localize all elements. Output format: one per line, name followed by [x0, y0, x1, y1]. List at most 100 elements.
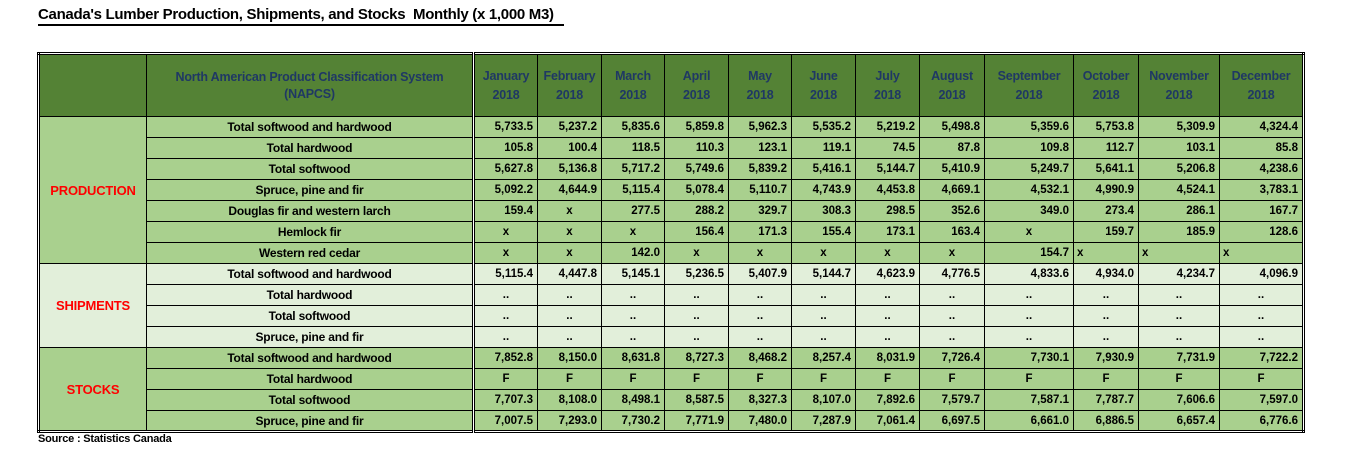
data-cell: 7,726.4: [919, 347, 985, 369]
table-row: Hemlock fir x x x 156.4 171.3 155.4 173.1 163.4 x…: [39, 221, 1304, 243]
data-cell: F: [1073, 368, 1139, 390]
data-cell: 7,771.9: [664, 410, 729, 432]
month-year: 2018: [1092, 87, 1120, 102]
data-cell: ..: [728, 284, 792, 306]
data-cell: 5,115.4: [601, 179, 665, 201]
data-cell: ..: [664, 326, 729, 348]
data-cell: ..: [919, 326, 985, 348]
data-cell: 5,219.2: [855, 116, 920, 138]
row-label: Hemlock fir: [146, 221, 474, 243]
row-label: Total hardwood: [146, 284, 474, 306]
data-cell: 273.4: [1073, 200, 1139, 222]
data-cell: 128.6: [1219, 221, 1304, 243]
data-cell: 5,145.1: [601, 263, 665, 285]
data-cell: ..: [1073, 326, 1139, 348]
month-year: 2018: [746, 87, 774, 102]
month-name: February: [543, 68, 596, 83]
data-cell: ..: [664, 305, 729, 327]
table-row: Total hardwood........................: [39, 284, 1304, 306]
row-label: Douglas fir and western larch: [146, 200, 474, 222]
month-year: 2018: [1165, 87, 1193, 102]
data-cell: 154.7: [984, 242, 1074, 264]
data-cell: 5,733.5: [472, 116, 538, 138]
data-cell: 119.1: [791, 137, 856, 159]
data-cell: 142.0: [601, 242, 665, 264]
data-cell: 4,524.1: [1138, 179, 1220, 201]
data-cell: ..: [984, 284, 1074, 306]
data-cell: 7,730.2: [601, 410, 665, 432]
data-cell: 8,631.8: [601, 347, 665, 369]
data-cell: 163.4: [919, 221, 985, 243]
month-year: 2018: [555, 87, 583, 102]
data-cell: 5,236.5: [664, 263, 729, 285]
data-cell: 5,627.8: [472, 158, 538, 180]
data-cell: ..: [601, 284, 665, 306]
data-cell: ..: [1138, 305, 1220, 327]
data-cell: 123.1: [728, 137, 792, 159]
data-cell: 171.3: [728, 221, 792, 243]
data-cell: x: [855, 242, 920, 264]
data-cell: 7,287.9: [791, 410, 856, 432]
row-label: Total softwood: [146, 305, 474, 327]
data-cell: F: [601, 368, 665, 390]
data-cell: 5,144.7: [855, 158, 920, 180]
data-cell: 100.4: [537, 137, 602, 159]
data-cell: 8,108.0: [537, 389, 602, 411]
data-cell: ..: [919, 284, 985, 306]
data-cell: 5,410.9: [919, 158, 985, 180]
section-label-production: PRODUCTION: [38, 116, 147, 264]
napcs-header: North American Product Classification Sy…: [146, 53, 474, 117]
month-header-july: July 2018: [855, 53, 920, 117]
month-name: March: [615, 68, 651, 83]
data-cell: 349.0: [984, 200, 1074, 222]
table-row: STOCKS Total softwood and hardwood 7,852.8…: [38, 347, 1304, 432]
data-cell: ..: [728, 305, 792, 327]
data-cell: 286.1: [1138, 200, 1220, 222]
table-row: Total hardwood 105.8 100.4 118.5 110.3 123.1 1…: [39, 137, 1304, 159]
data-cell: ..: [1138, 284, 1220, 306]
data-cell: ..: [855, 326, 920, 348]
month-year: 2018: [1247, 87, 1275, 102]
data-cell: 5,110.7: [728, 179, 792, 201]
data-cell: F: [472, 368, 538, 390]
lumber-data-table: North American Product Classification Sy…: [37, 52, 1305, 433]
data-cell: 4,453.8: [855, 179, 920, 201]
data-cell: ..: [855, 284, 920, 306]
month-name: July: [875, 68, 900, 83]
data-cell: ..: [537, 305, 602, 327]
data-cell: x: [664, 242, 729, 264]
data-cell: ..: [1219, 305, 1304, 327]
data-cell: 7,579.7: [919, 389, 985, 411]
data-cell: 8,257.4: [791, 347, 856, 369]
data-cell: F: [791, 368, 856, 390]
data-cell: 5,078.4: [664, 179, 729, 201]
data-cell: 5,717.2: [601, 158, 665, 180]
month-year: 2018: [809, 87, 837, 102]
data-cell: 5,092.2: [472, 179, 538, 201]
data-cell: 7,730.1: [984, 347, 1074, 369]
section-label-shipments: SHIPMENTS: [38, 263, 147, 348]
data-cell: 6,697.5: [919, 410, 985, 432]
table-row: Total softwood........................: [39, 305, 1304, 327]
data-cell: F: [664, 368, 729, 390]
data-cell: 5,962.3: [728, 116, 792, 138]
data-cell: 7,606.6: [1138, 389, 1220, 411]
data-cell: 6,661.0: [984, 410, 1074, 432]
row-label: Total softwood: [146, 389, 474, 411]
data-cell: 4,447.8: [537, 263, 602, 285]
data-cell: 4,776.5: [919, 263, 985, 285]
month-year: 2018: [873, 87, 901, 102]
month-year: 2018: [619, 87, 647, 102]
data-cell: ..: [1138, 326, 1220, 348]
data-cell: ..: [472, 305, 538, 327]
month-header-april: April 2018: [664, 53, 729, 117]
data-cell: ..: [664, 284, 729, 306]
data-cell: 308.3: [791, 200, 856, 222]
month-header-october: October 2018: [1073, 53, 1139, 117]
data-cell: 112.7: [1073, 137, 1139, 159]
data-cell: ..: [1073, 305, 1139, 327]
data-cell: F: [919, 368, 985, 390]
data-cell: 156.4: [664, 221, 729, 243]
month-name: January: [482, 68, 530, 83]
data-cell: 7,852.8: [472, 347, 538, 369]
